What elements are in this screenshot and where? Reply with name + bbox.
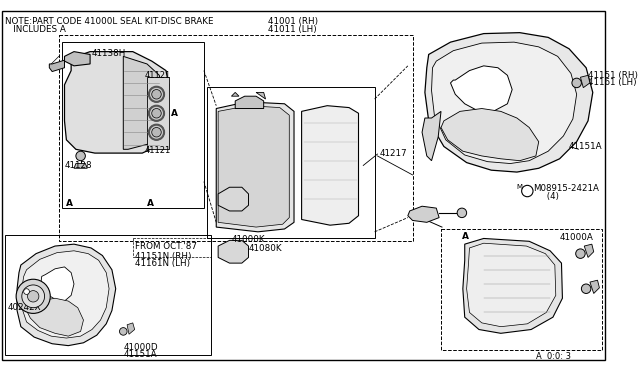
Text: 41000A: 41000A: [559, 233, 593, 242]
Text: NOTE:PART CODE 41000L SEAL KIT-DISC BRAKE: NOTE:PART CODE 41000L SEAL KIT-DISC BRAK…: [4, 17, 213, 26]
Text: M: M: [516, 185, 523, 190]
Circle shape: [76, 151, 85, 161]
Circle shape: [152, 128, 161, 137]
Polygon shape: [441, 109, 539, 161]
Text: 41151A: 41151A: [124, 350, 157, 359]
Polygon shape: [256, 92, 266, 99]
Text: 41011 (LH): 41011 (LH): [268, 25, 317, 34]
Polygon shape: [218, 187, 248, 211]
Text: 41151A: 41151A: [569, 142, 603, 151]
Text: A: A: [462, 232, 469, 241]
Polygon shape: [216, 102, 294, 232]
Text: A: A: [67, 199, 74, 208]
Text: 41001 (RH): 41001 (RH): [268, 17, 319, 26]
Text: INCLUDES A: INCLUDES A: [4, 25, 66, 34]
Polygon shape: [431, 42, 577, 164]
Polygon shape: [584, 244, 594, 257]
Circle shape: [16, 279, 51, 313]
Polygon shape: [17, 244, 116, 346]
Circle shape: [149, 125, 164, 140]
Circle shape: [572, 78, 581, 88]
Polygon shape: [26, 298, 83, 336]
Circle shape: [120, 328, 127, 335]
Circle shape: [24, 289, 29, 294]
Circle shape: [149, 87, 164, 102]
Text: M08915-2421A: M08915-2421A: [533, 185, 599, 193]
Text: 41080K: 41080K: [249, 244, 282, 253]
Text: 41161N (LH): 41161N (LH): [134, 259, 190, 268]
Text: 41138H: 41138H: [92, 49, 126, 58]
Text: A  0:0: 3: A 0:0: 3: [536, 352, 571, 361]
Polygon shape: [422, 111, 441, 161]
Polygon shape: [124, 57, 161, 149]
Polygon shape: [218, 240, 248, 263]
Text: 41151N (RH): 41151N (RH): [134, 252, 191, 261]
Text: 41000K: 41000K: [232, 235, 266, 244]
Polygon shape: [467, 243, 556, 327]
Polygon shape: [49, 60, 65, 71]
Circle shape: [576, 249, 585, 259]
Polygon shape: [127, 323, 134, 334]
Circle shape: [457, 208, 467, 218]
Text: (4): (4): [533, 192, 559, 201]
Text: 41121: 41121: [144, 71, 170, 80]
Polygon shape: [463, 238, 563, 333]
Text: A: A: [147, 199, 154, 208]
Text: 41217: 41217: [380, 149, 407, 158]
Polygon shape: [218, 106, 289, 227]
Polygon shape: [580, 76, 590, 88]
Text: 41121: 41121: [144, 147, 170, 155]
Polygon shape: [425, 33, 593, 172]
Text: 41000D: 41000D: [124, 343, 158, 352]
Text: A: A: [171, 109, 178, 118]
Polygon shape: [41, 267, 74, 301]
Text: 41151 (RH): 41151 (RH): [588, 71, 638, 80]
Text: FROM OCT.'87: FROM OCT.'87: [134, 242, 196, 251]
Polygon shape: [408, 206, 439, 222]
Text: 40242X: 40242X: [8, 303, 41, 312]
Polygon shape: [65, 52, 90, 66]
Circle shape: [152, 109, 161, 118]
Polygon shape: [301, 106, 358, 225]
Polygon shape: [590, 280, 600, 294]
Circle shape: [149, 106, 164, 121]
Circle shape: [22, 285, 45, 308]
Circle shape: [28, 291, 39, 302]
Text: 41128: 41128: [65, 161, 92, 170]
Text: 41161 (LH): 41161 (LH): [588, 78, 637, 87]
Polygon shape: [236, 96, 264, 109]
Polygon shape: [65, 52, 169, 153]
Circle shape: [152, 90, 161, 99]
Polygon shape: [232, 92, 239, 96]
Circle shape: [581, 284, 591, 294]
Polygon shape: [22, 251, 109, 338]
Polygon shape: [451, 66, 512, 111]
Polygon shape: [74, 164, 87, 168]
Polygon shape: [147, 77, 169, 149]
